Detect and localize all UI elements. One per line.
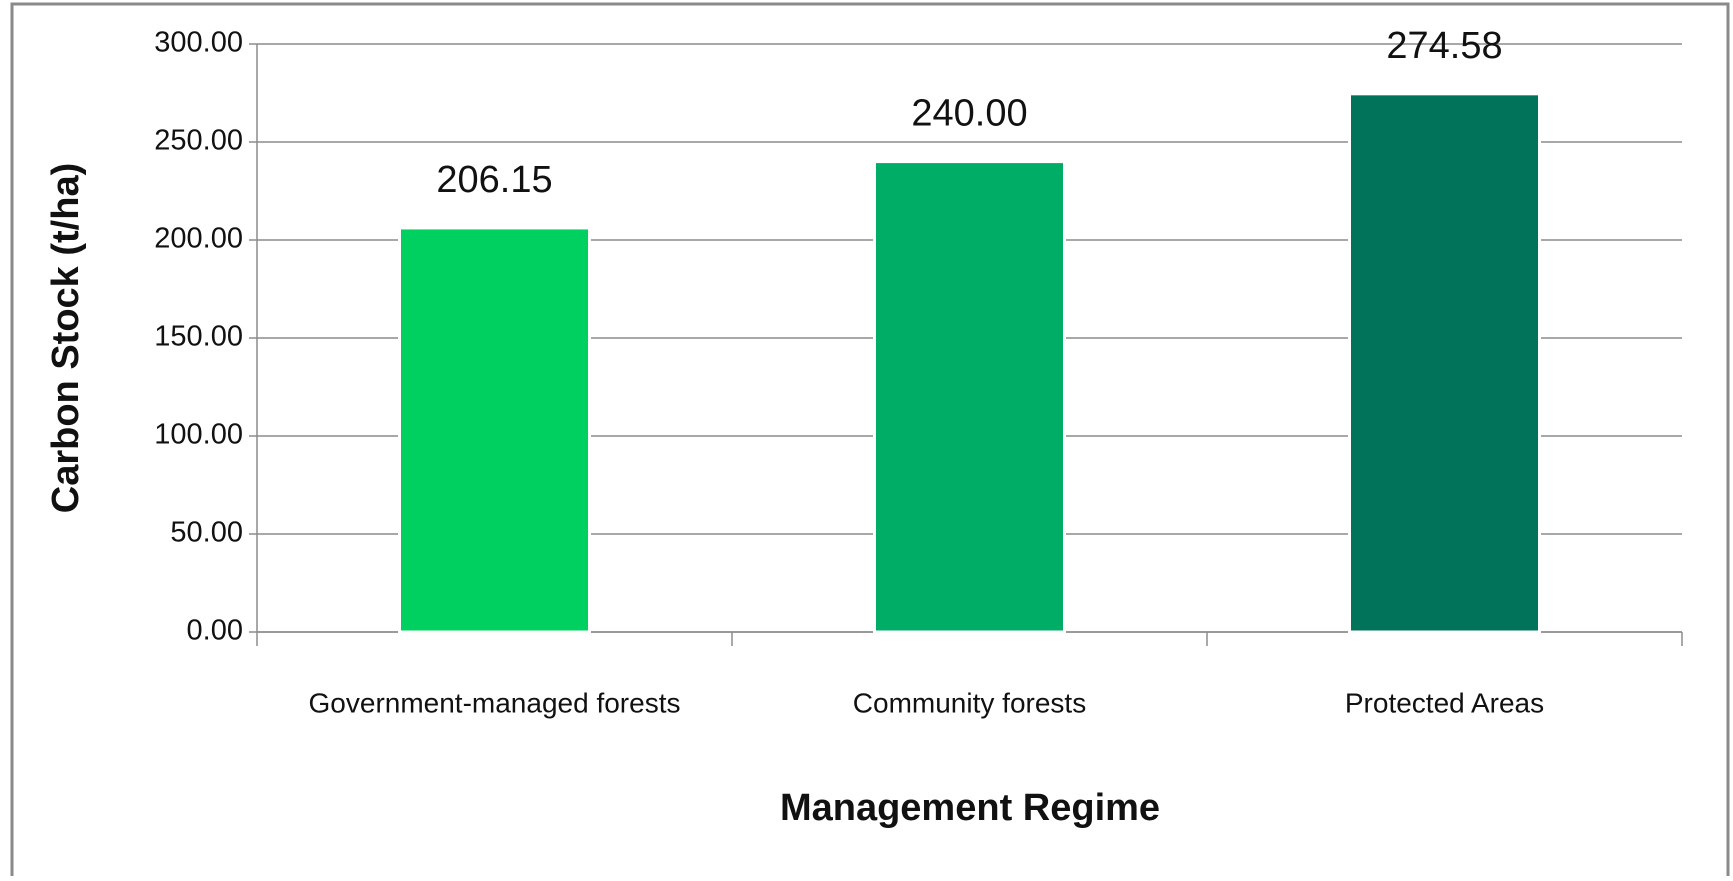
x-axis-title: Management Regime: [780, 787, 1160, 829]
y-tick-label: 250.00: [154, 125, 243, 157]
y-tick-label: 150.00: [154, 321, 243, 353]
bar: [873, 160, 1066, 634]
data-label: 206.15: [436, 159, 552, 201]
bar: [1348, 92, 1541, 634]
y-tick-label: 0.00: [187, 615, 243, 647]
bar: [398, 226, 591, 634]
y-tick-label: 300.00: [154, 27, 243, 59]
data-label: 274.58: [1386, 25, 1502, 67]
x-tick-label: Community forests: [853, 687, 1086, 718]
y-tick-label: 50.00: [170, 517, 243, 549]
data-label: 240.00: [911, 93, 1027, 135]
y-tick-label: 200.00: [154, 223, 243, 255]
y-tick-label: 100.00: [154, 419, 243, 451]
x-tick-label: Protected Areas: [1345, 687, 1544, 718]
x-tick-label: Government-managed forests: [309, 687, 681, 718]
y-axis-title: Carbon Stock (t/ha): [45, 163, 87, 513]
